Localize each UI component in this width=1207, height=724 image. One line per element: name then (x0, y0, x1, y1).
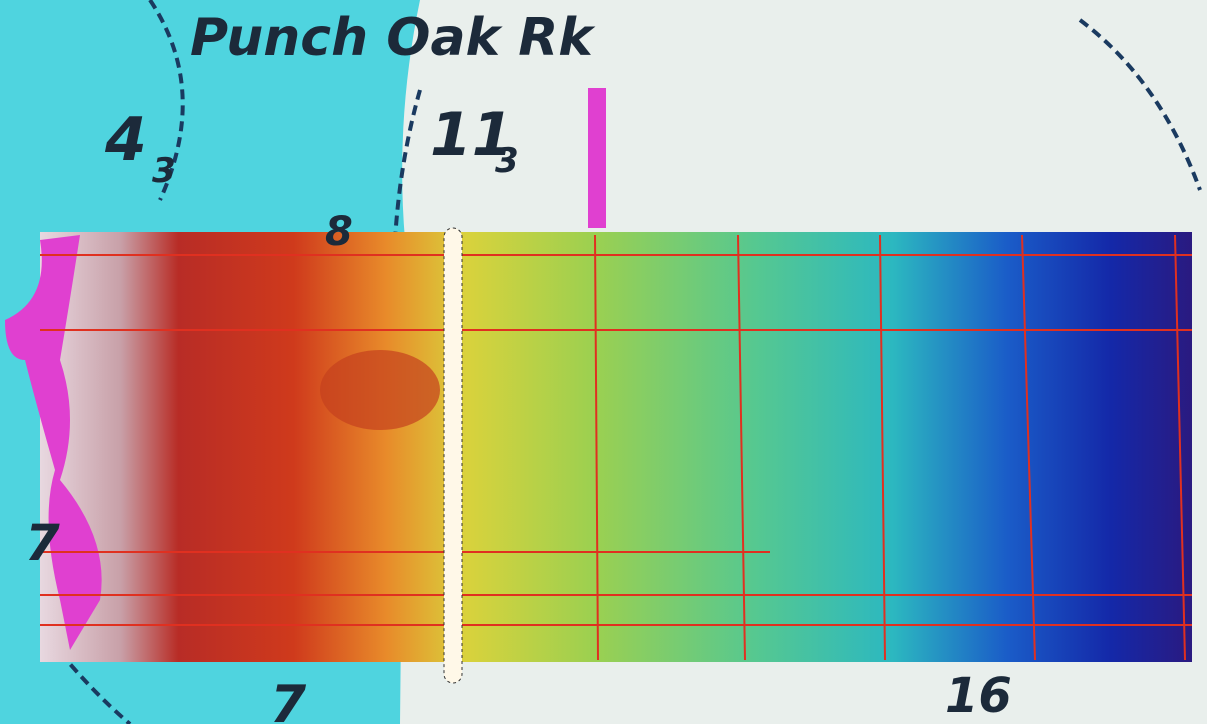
sounding: 16 (945, 668, 1012, 724)
sounding: 4 (104, 105, 147, 175)
sounding: 7 (25, 514, 60, 572)
sounding: 8 (325, 209, 353, 255)
sounding: 7 (270, 675, 307, 724)
sounding: 3 (495, 141, 519, 181)
place-label: Punch Oak Rk (190, 8, 596, 68)
nautical-chart: Punch Oak Rk 4311387167 (0, 0, 1207, 724)
rock-feature (320, 350, 440, 430)
sounding: 3 (152, 151, 176, 191)
bathymetry-swath (40, 232, 1192, 662)
selected-line (444, 228, 462, 683)
page: Punch Oak Rk 4311387167 (() => { const d… (0, 0, 1207, 724)
marker-bar (588, 88, 606, 228)
